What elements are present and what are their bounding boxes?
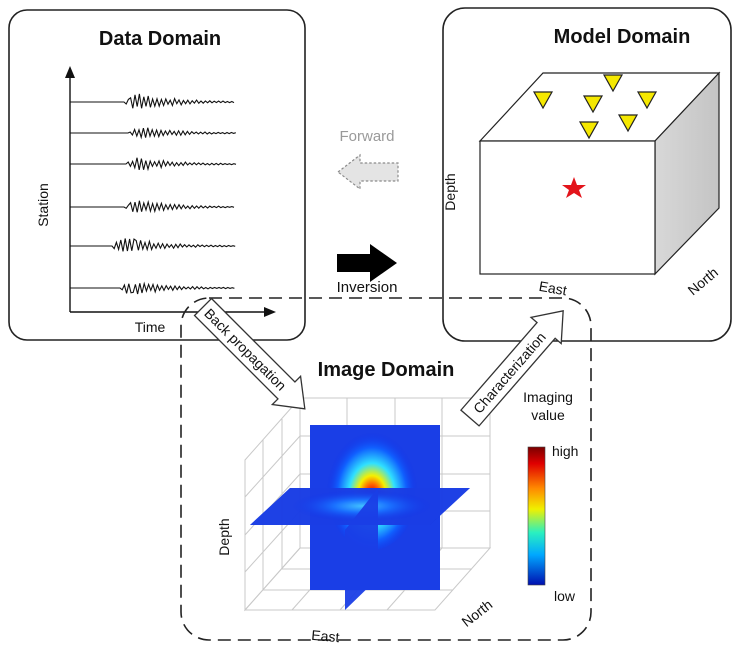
colorbar-gradient bbox=[527, 446, 546, 586]
station-triangle bbox=[602, 74, 624, 93]
colorbar-high-label: high bbox=[552, 443, 578, 459]
image-north-label: North bbox=[459, 596, 496, 630]
seismogram-trace bbox=[70, 199, 235, 214]
seismogram-trace bbox=[70, 93, 235, 109]
data-domain-panel: Data Domain Station Time bbox=[8, 9, 306, 341]
forward-label: Forward bbox=[339, 128, 394, 145]
station-axis-label: Station bbox=[35, 183, 51, 227]
seismogram-trace bbox=[70, 127, 236, 140]
model-east-label: East bbox=[538, 278, 568, 299]
slice-ns-front bbox=[345, 488, 378, 610]
station-triangle bbox=[582, 95, 604, 114]
forward-arrow-icon bbox=[337, 153, 399, 191]
colorbar-low-label: low bbox=[554, 588, 576, 604]
inversion-arrow: Inversion bbox=[337, 244, 398, 296]
data-domain-frame bbox=[8, 9, 306, 341]
model-depth-label: Depth bbox=[442, 173, 458, 210]
station-markers bbox=[532, 74, 658, 140]
back-propagation-arrow-icon bbox=[193, 297, 306, 410]
seismogram-trace bbox=[70, 281, 235, 295]
image-east-label: East bbox=[311, 627, 340, 645]
forward-arrow: Forward bbox=[337, 128, 399, 191]
station-triangle bbox=[578, 121, 600, 140]
model-domain-panel: Model Domain Depth East North bbox=[442, 7, 732, 342]
model-domain-title: Model Domain bbox=[554, 26, 691, 48]
seismogram-trace bbox=[70, 157, 237, 172]
inversion-label: Inversion bbox=[337, 279, 398, 296]
colorbar-title-line2: value bbox=[531, 407, 565, 423]
station-axis-arrowhead bbox=[65, 66, 75, 78]
time-axis-label: Time bbox=[135, 319, 166, 335]
model-cube-front bbox=[479, 140, 656, 275]
seismogram-trace bbox=[70, 238, 236, 252]
station-triangle bbox=[617, 114, 639, 133]
station-triangle bbox=[532, 91, 554, 110]
image-domain-title: Image Domain bbox=[318, 359, 455, 381]
data-domain-title: Data Domain bbox=[99, 28, 221, 50]
image-depth-label: Depth bbox=[216, 518, 232, 555]
slice-horizontal-hotspot bbox=[292, 490, 432, 522]
inversion-arrow-icon bbox=[337, 244, 397, 282]
image-slices bbox=[250, 425, 470, 610]
colorbar: Imaging value high low bbox=[523, 389, 578, 604]
characterization-arrow-icon bbox=[460, 310, 564, 427]
seismogram-traces bbox=[70, 93, 237, 295]
source-star-icon bbox=[562, 177, 586, 198]
image-domain-frame bbox=[180, 297, 592, 641]
colorbar-title-line1: Imaging bbox=[523, 389, 573, 405]
time-axis-arrowhead bbox=[264, 307, 276, 317]
station-triangle bbox=[636, 91, 658, 110]
image-domain-panel: Image Domain bbox=[180, 297, 592, 645]
